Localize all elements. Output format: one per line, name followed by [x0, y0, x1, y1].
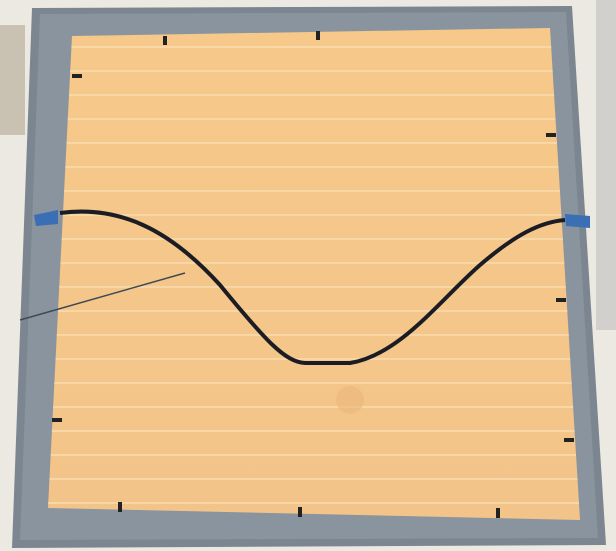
board-lines	[48, 28, 580, 520]
curve	[59, 209, 566, 365]
building	[0, 25, 25, 135]
string	[19, 272, 186, 321]
clip-left	[34, 210, 58, 226]
stain	[336, 386, 364, 414]
building	[596, 0, 616, 330]
clip-right	[565, 214, 590, 228]
ticks	[52, 31, 574, 518]
